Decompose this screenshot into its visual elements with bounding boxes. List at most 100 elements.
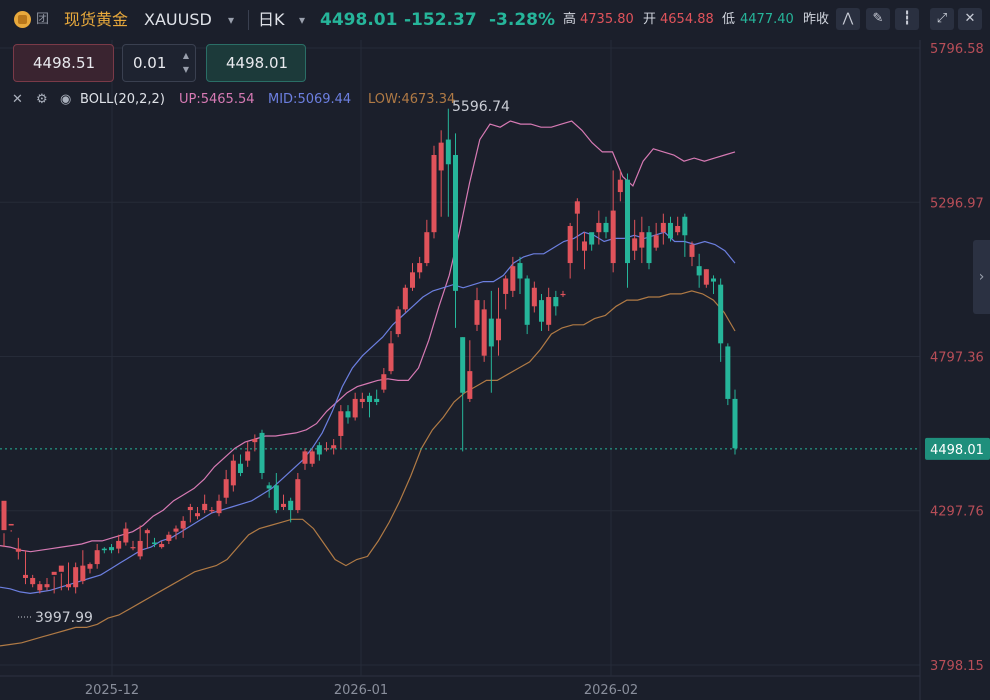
- fullscreen-icon[interactable]: ⤢: [930, 8, 954, 30]
- candle-body: [8, 523, 14, 526]
- candle-body: [610, 210, 616, 264]
- candle-body: [431, 155, 437, 233]
- candle-body: [531, 287, 537, 307]
- quantity-value[interactable]: 0.01: [133, 54, 167, 72]
- quantity-stepper[interactable]: 0.01 ▲ ▼: [122, 44, 196, 82]
- side-panel-toggle[interactable]: ›: [973, 240, 990, 314]
- candle-body: [295, 479, 301, 511]
- open-label: 开: [643, 12, 657, 27]
- candle-body: [80, 565, 86, 582]
- ask-price-button[interactable]: 4498.01: [206, 44, 306, 82]
- candle-body: [689, 244, 695, 257]
- candle-body: [660, 222, 666, 233]
- chart-type-icon[interactable]: ⋀: [836, 8, 860, 30]
- high-label: 高: [563, 12, 577, 27]
- candle-body: [402, 287, 408, 310]
- candle-body: [108, 547, 115, 551]
- high-value: 4735.80: [580, 12, 634, 27]
- candle-body: [338, 411, 344, 436]
- candle-body: [87, 564, 93, 569]
- quantity-down-icon[interactable]: ▼: [182, 65, 190, 74]
- candle-body: [567, 226, 573, 264]
- low-label: 低: [722, 12, 736, 27]
- candle-body: [617, 179, 623, 193]
- close-icon[interactable]: ✕: [958, 8, 982, 30]
- close-icon[interactable]: ✕: [12, 92, 23, 107]
- boll-low-value: LOW:4673.34: [368, 92, 456, 107]
- eye-icon[interactable]: ◉: [60, 92, 72, 107]
- candle-body: [309, 451, 315, 464]
- candle-body: [725, 346, 731, 399]
- y-tick-label: 4797.36: [930, 351, 984, 366]
- candle-body: [216, 500, 222, 514]
- candle-body: [510, 266, 516, 291]
- candle-body: [646, 232, 652, 264]
- price-change-pct: -3.28%: [489, 10, 556, 30]
- candle-body: [589, 232, 595, 245]
- candle-style-icon[interactable]: ┇: [895, 8, 919, 30]
- boll-upper-line: [0, 120, 736, 553]
- candle-body: [209, 510, 215, 512]
- period-dropdown-caret[interactable]: ▾: [299, 13, 306, 27]
- current-price-label: 4498.01: [930, 443, 984, 458]
- symbol-dropdown-caret[interactable]: ▾: [228, 13, 235, 27]
- candle-body: [345, 411, 351, 418]
- candle-body: [180, 520, 186, 529]
- current-price-tag: [925, 437, 990, 460]
- open-value: 4654.88: [660, 12, 714, 27]
- candle-body: [352, 398, 358, 418]
- candle-body: [73, 567, 79, 588]
- candle-body: [603, 222, 609, 233]
- candle-body: [653, 235, 659, 248]
- bid-price-button[interactable]: 4498.51: [13, 44, 114, 82]
- boll-up-value: UP:5465.54: [179, 92, 255, 107]
- candle-body: [194, 513, 201, 517]
- y-tick-label: 3798.15: [930, 659, 984, 674]
- candle-body: [316, 445, 322, 455]
- candle-body: [51, 571, 57, 575]
- candle-body: [22, 574, 29, 578]
- candle-body: [359, 398, 365, 402]
- candle-body: [302, 451, 308, 464]
- candle-body: [130, 547, 136, 549]
- candle-body: [495, 318, 502, 341]
- candle-body: [417, 263, 423, 273]
- candle-body: [682, 216, 688, 236]
- period-selector[interactable]: 日K: [258, 10, 285, 29]
- instrument-name[interactable]: 现货黄金: [64, 10, 129, 29]
- candle-body: [438, 142, 444, 171]
- candle-body: [230, 460, 236, 486]
- candle-body: [632, 238, 638, 251]
- candle-body: [202, 503, 208, 511]
- candle-body: [266, 485, 272, 489]
- candle-body: [144, 530, 150, 534]
- boll-lower-line: [0, 290, 736, 647]
- x-tick-label: 2025-12: [85, 683, 139, 698]
- candle-body: [388, 343, 394, 372]
- candle-body: [395, 309, 401, 335]
- candle-body: [15, 548, 21, 552]
- candle-body: [474, 300, 480, 325]
- candle-body: [173, 528, 179, 532]
- boll-mid-value: MID:5069.44: [268, 92, 352, 107]
- instrument-symbol[interactable]: XAUUSD: [144, 10, 212, 29]
- candle-body: [65, 584, 72, 588]
- boll-middle-line: [0, 231, 736, 595]
- candle-body: [159, 544, 165, 548]
- candle-body: [639, 232, 645, 248]
- settings-icon[interactable]: ⚙: [36, 92, 48, 107]
- quantity-up-icon[interactable]: ▲: [182, 51, 190, 60]
- candle-body: [553, 297, 559, 307]
- y-tick-label: 5796.58: [930, 42, 984, 57]
- candle-body: [481, 309, 487, 356]
- candle-body: [280, 503, 287, 507]
- candle-body: [524, 278, 530, 325]
- divider: [248, 10, 249, 30]
- candle-body: [624, 179, 631, 264]
- candle-body: [288, 500, 294, 511]
- candle-body: [538, 300, 545, 322]
- draw-tool-icon[interactable]: ✎: [866, 8, 890, 30]
- candle-body: [718, 284, 724, 344]
- candle-body: [252, 439, 258, 443]
